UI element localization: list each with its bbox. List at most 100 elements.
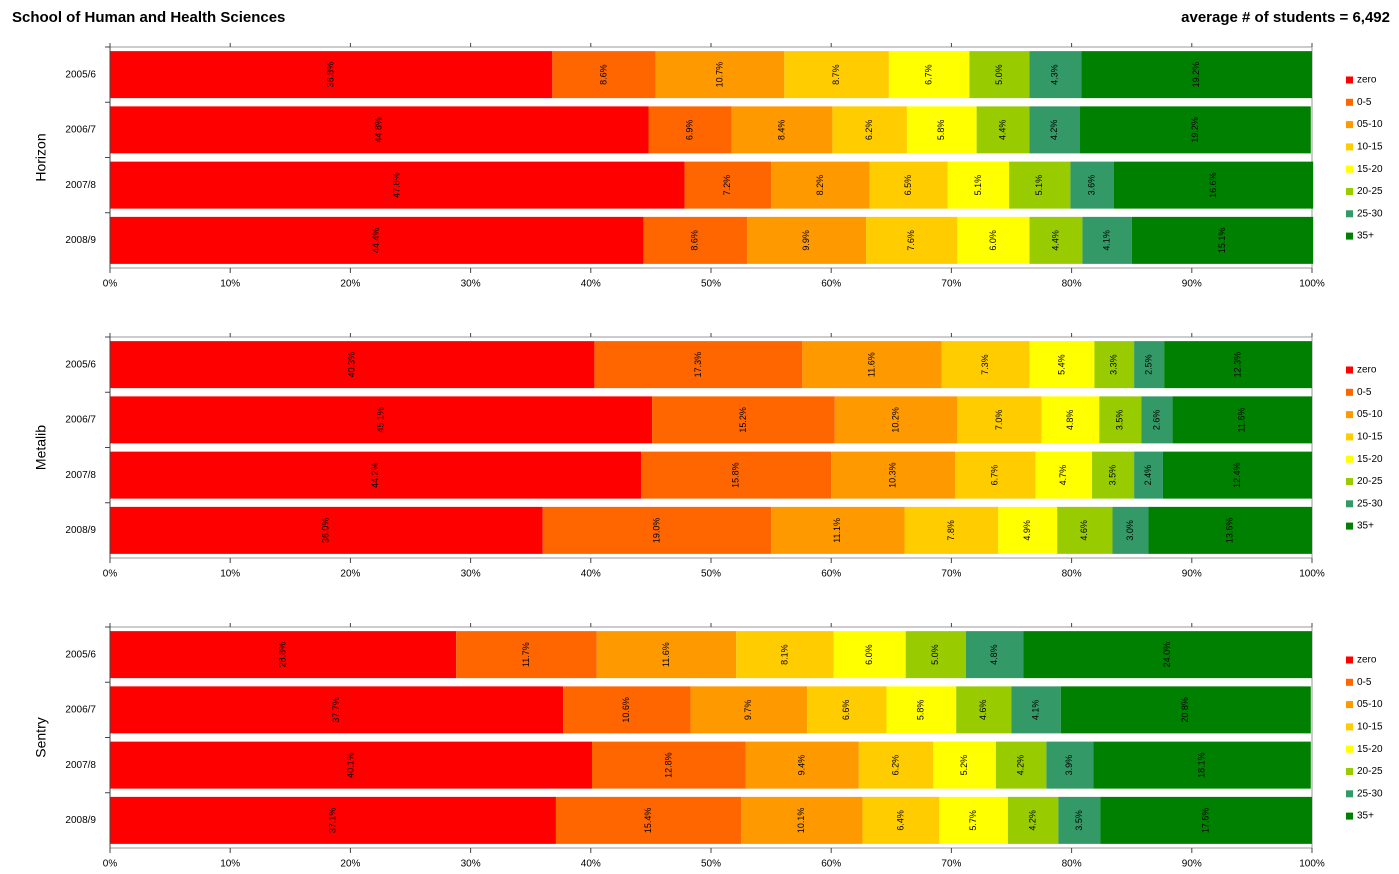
bar-segment — [1092, 451, 1135, 499]
y-axis-label: Sentry — [33, 717, 49, 757]
data-label: 19.2% — [1190, 117, 1200, 143]
bar-segment — [1099, 396, 1142, 444]
bar-segment — [1035, 451, 1093, 499]
data-label: 10.3% — [887, 462, 897, 488]
data-label: 5.8% — [936, 120, 946, 141]
legend-swatch — [1346, 500, 1353, 508]
data-label: 19.2% — [1191, 62, 1201, 88]
data-label: 44.4% — [371, 228, 381, 254]
bar-segment — [596, 631, 737, 679]
legend-swatch — [1346, 388, 1353, 396]
bar-segment — [807, 686, 887, 734]
bar-segment — [1057, 506, 1113, 554]
x-tick-label: 50% — [701, 569, 721, 580]
data-label: 15.1% — [1217, 228, 1227, 254]
legend-label: 0-5 — [1357, 387, 1372, 398]
legend-swatch — [1346, 98, 1353, 106]
bar-segment — [862, 796, 940, 844]
bar-segment — [552, 51, 656, 99]
data-label: 5.1% — [973, 175, 983, 196]
bar-segment — [1134, 341, 1165, 389]
x-tick-label: 40% — [581, 859, 601, 870]
legend-swatch — [1346, 366, 1353, 374]
data-label: 8.1% — [779, 644, 789, 665]
legend-label: 05-10 — [1357, 409, 1383, 420]
x-tick-label: 60% — [821, 569, 841, 580]
legend-label: 10-15 — [1357, 432, 1383, 443]
legend-label: 0-5 — [1357, 97, 1372, 108]
data-label: 18.1% — [1196, 752, 1206, 778]
x-tick-label: 80% — [1062, 569, 1082, 580]
data-label: 4.2% — [1015, 755, 1025, 776]
bar-segment — [771, 161, 870, 209]
legend-label: 35+ — [1357, 231, 1374, 242]
legend-label: 10-15 — [1357, 722, 1383, 733]
bar-segment — [1023, 631, 1312, 679]
x-tick-label: 100% — [1299, 569, 1325, 580]
data-label: 8.4% — [776, 120, 786, 141]
legend-swatch — [1346, 790, 1353, 798]
bar-segment — [1081, 51, 1312, 99]
bar-segment — [1080, 106, 1311, 154]
x-tick-label: 0% — [103, 279, 118, 290]
bar-segment — [110, 796, 556, 844]
legend-swatch — [1346, 143, 1353, 151]
x-tick-label: 70% — [941, 279, 961, 290]
x-tick-label: 90% — [1182, 569, 1202, 580]
bar-segment — [110, 341, 595, 389]
bar-segment — [592, 741, 746, 789]
legend-label: 05-10 — [1357, 699, 1383, 710]
bar-segment — [784, 51, 889, 99]
data-label: 11.7% — [521, 642, 531, 667]
data-label: 10.6% — [621, 697, 631, 723]
bar-segment — [1113, 161, 1314, 209]
data-label: 6.0% — [988, 230, 998, 251]
x-tick-label: 20% — [340, 279, 360, 290]
data-label: 5.0% — [994, 64, 1004, 85]
x-tick-label: 70% — [941, 859, 961, 870]
x-tick-label: 80% — [1062, 279, 1082, 290]
bar-segment — [939, 796, 1008, 844]
x-tick-label: 20% — [340, 859, 360, 870]
bar-segment — [1041, 396, 1100, 444]
bar-segment — [1141, 396, 1173, 444]
bar-segment — [110, 631, 457, 679]
data-label: 28.8% — [277, 642, 287, 668]
bar-segment — [906, 106, 977, 154]
bar-segment — [456, 631, 597, 679]
data-label: 17.6% — [1201, 808, 1211, 834]
legend-swatch — [1346, 768, 1353, 775]
bar-segment — [955, 451, 1036, 499]
data-label: 8.2% — [815, 175, 825, 196]
data-label: 4.3% — [1050, 64, 1060, 85]
bar-segment — [731, 106, 833, 154]
bar-segment — [1172, 396, 1312, 444]
data-label: 16.6% — [1208, 172, 1218, 198]
data-label: 44.8% — [374, 117, 384, 143]
legend-label: 20-25 — [1357, 476, 1383, 487]
bar-segment — [1029, 341, 1095, 389]
bar-segment — [1046, 741, 1094, 789]
data-label: 19.0% — [651, 518, 661, 544]
data-label: 11.6% — [866, 352, 876, 377]
data-label: 3.3% — [1109, 354, 1119, 375]
legend-swatch — [1346, 188, 1353, 195]
bar-segment — [904, 506, 999, 554]
x-tick-label: 20% — [340, 569, 360, 580]
bar-segment — [1058, 796, 1101, 844]
data-label: 5.2% — [959, 755, 969, 776]
x-tick-label: 30% — [461, 859, 481, 870]
data-label: 37.1% — [327, 808, 337, 834]
legend-label: 20-25 — [1357, 766, 1383, 777]
x-tick-label: 90% — [1182, 859, 1202, 870]
legend-swatch — [1346, 210, 1353, 218]
y-axis-label: Horizon — [33, 133, 49, 181]
bar-segment — [741, 796, 863, 844]
bar-segment — [957, 396, 1042, 444]
legend-label: 05-10 — [1357, 119, 1383, 130]
bar-segment — [110, 161, 685, 209]
legend-label: zero — [1357, 75, 1377, 86]
x-tick-label: 90% — [1182, 279, 1202, 290]
bar-segment — [110, 216, 644, 264]
bar-segment — [684, 161, 772, 209]
